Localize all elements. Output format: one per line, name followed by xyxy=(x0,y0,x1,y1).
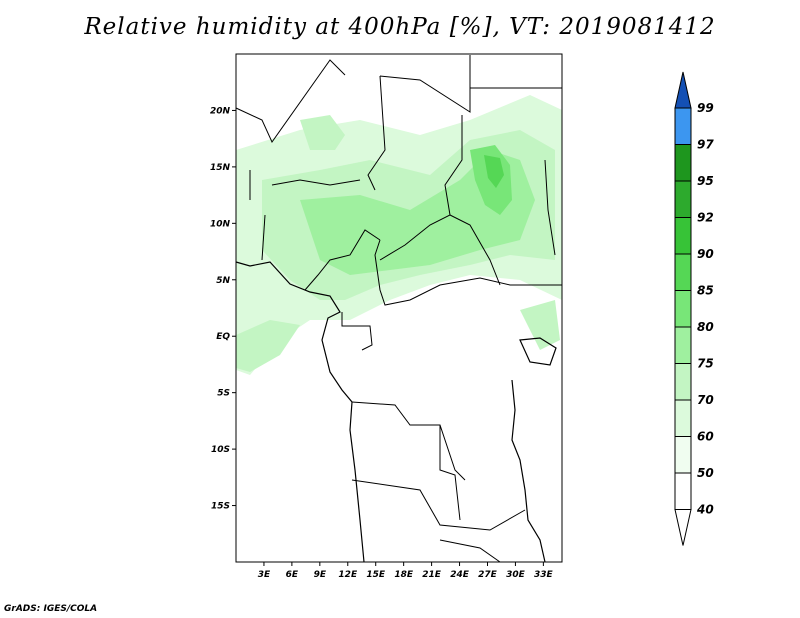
latitude-axis: 20N 15N 10N 5N EQ 5S 10S 15S xyxy=(210,106,236,512)
colorbar-swatch xyxy=(674,107,692,145)
colorbar-level-label: 75 xyxy=(697,357,714,371)
colorbar-swatch xyxy=(674,436,692,474)
lon-tick-label: 6E xyxy=(286,570,299,580)
colorbar-level-label: 95 xyxy=(697,174,714,188)
lon-tick-label: 24E xyxy=(450,570,470,580)
colorbar-level-label: 80 xyxy=(697,320,714,334)
lat-tick-label: 5S xyxy=(217,389,230,399)
lake-victoria xyxy=(519,337,557,366)
border-2 xyxy=(379,55,471,113)
coastline-east-lakes xyxy=(511,379,546,563)
lat-tick-label: 15N xyxy=(210,163,231,173)
humidity-coast-patch xyxy=(236,320,300,372)
humidity-shading xyxy=(236,95,562,375)
colorbar-swatch xyxy=(674,144,692,182)
colorbar-level-label: 92 xyxy=(697,211,714,225)
colorbar-swatch xyxy=(674,326,692,364)
grads-credit: GrADS: IGES/COLA xyxy=(4,604,98,614)
longitude-axis: 3E 6E 9E 12E 15E 18E 21E 24E 27E 30E 33E xyxy=(258,562,554,580)
colorbar-swatch xyxy=(674,472,692,510)
colorbar-top-arrow xyxy=(674,71,692,109)
coastlines xyxy=(235,261,557,563)
lat-tick-label: 20N xyxy=(210,106,231,116)
colorbar-swatch xyxy=(674,180,692,218)
colorbar-level-label: 99 xyxy=(697,101,714,115)
border-1 xyxy=(235,59,346,143)
colorbar-swatch xyxy=(674,217,692,255)
border-4 xyxy=(367,75,386,191)
colorbar-level-label: 97 xyxy=(697,138,714,152)
border-14 xyxy=(351,479,526,531)
lat-tick-label: 10N xyxy=(210,219,231,229)
border-12 xyxy=(351,401,466,481)
colorbar-swatch xyxy=(674,363,692,401)
border-5 xyxy=(271,179,361,186)
lon-tick-label: 30E xyxy=(506,570,526,580)
lat-tick-label: 10S xyxy=(211,445,230,455)
colorbar-swatch xyxy=(674,253,692,291)
border-13 xyxy=(439,425,461,521)
lon-tick-label: 18E xyxy=(394,570,414,580)
lon-tick-label: 33E xyxy=(534,570,554,580)
colorbar-level-label: 40 xyxy=(696,503,714,517)
lon-tick-label: 15E xyxy=(366,570,386,580)
colorbar-swatch xyxy=(674,399,692,437)
country-borders xyxy=(235,55,562,563)
border-11 xyxy=(341,312,373,351)
map-title: Relative humidity at 400hPa [%], VT: 201… xyxy=(84,14,716,40)
lat-tick-label: 15S xyxy=(211,502,230,512)
coastline-west-africa xyxy=(235,261,365,563)
border-15 xyxy=(439,539,501,563)
border-7 xyxy=(304,229,381,291)
humidity-east-patch xyxy=(520,300,560,350)
colorbar-level-label: 85 xyxy=(697,284,714,298)
colorbar-level-label: 60 xyxy=(697,430,714,444)
colorbar-level-label: 50 xyxy=(697,466,714,480)
lat-tick-label: EQ xyxy=(216,332,230,342)
lon-tick-label: 12E xyxy=(338,570,358,580)
colorbar-bottom-arrow xyxy=(674,509,692,546)
humidity-west-patch xyxy=(300,115,345,150)
map-frame xyxy=(235,53,563,563)
lon-tick-label: 9E xyxy=(314,570,327,580)
colorbar: 99 97 95 92 90 85 80 75 70 60 50 40 xyxy=(674,71,714,546)
lat-tick-label: 5N xyxy=(216,276,230,286)
border-16 xyxy=(261,214,266,261)
lon-tick-label: 3E xyxy=(258,570,271,580)
colorbar-level-label: 70 xyxy=(697,393,714,407)
lon-tick-label: 27E xyxy=(478,570,498,580)
humidity-core-inner xyxy=(484,155,504,188)
border-10 xyxy=(544,159,556,256)
colorbar-swatch xyxy=(674,290,692,328)
border-8 xyxy=(374,239,562,306)
colorbar-level-label: 90 xyxy=(697,247,714,261)
lon-tick-label: 21E xyxy=(422,570,442,580)
border-9 xyxy=(449,214,501,286)
